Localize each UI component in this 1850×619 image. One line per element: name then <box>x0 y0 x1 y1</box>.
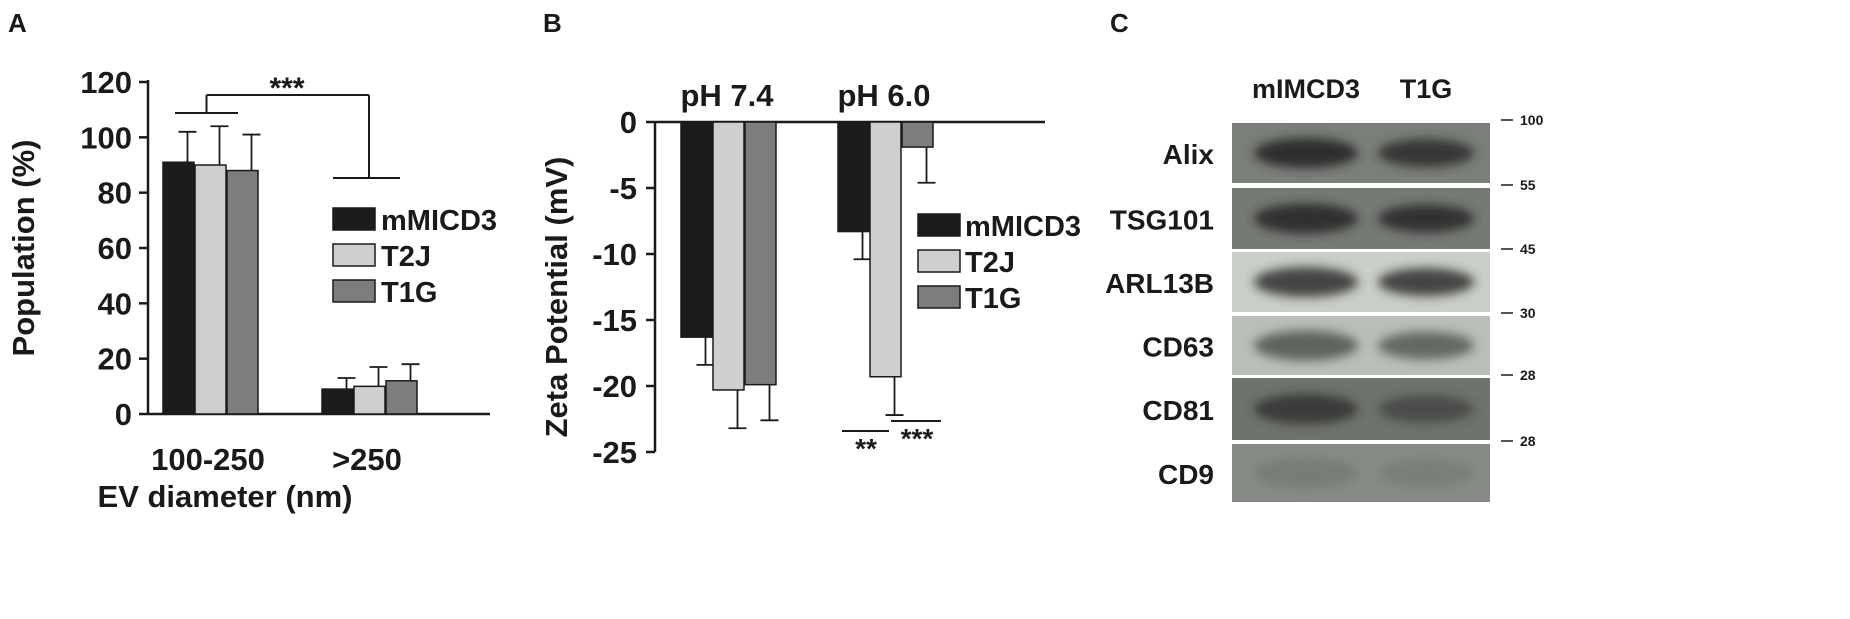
legend-label-t2j: T2J <box>965 247 1015 279</box>
row-label-cd81: CD81 <box>1142 395 1214 426</box>
band-cd63-mimcd3 <box>1254 330 1358 361</box>
bar-t2j-0 <box>712 121 745 391</box>
bar-t1g-1 <box>901 121 934 148</box>
x-tick-label-100-250: 100-250 <box>151 442 265 477</box>
panel-a-chart: 0 20 40 60 80 100 120 Population (%) 100-250 >250… <box>6 65 497 514</box>
y-tick-label: -5 <box>609 171 637 206</box>
band-cd9-mimcd3 <box>1254 458 1358 488</box>
y-tick-label: -15 <box>592 303 637 338</box>
panel-c-western-blot: mIMCD3 T1G Alix 100 TSG101 55 ARL13B 45 CD63 30 CD… <box>1105 74 1544 502</box>
panel-letter-b: B <box>543 8 562 38</box>
y-tick-label: 0 <box>115 397 132 432</box>
legend-swatch-t2j <box>917 249 961 273</box>
bar-t1g-0 <box>744 121 777 386</box>
significance-label: *** <box>269 72 304 105</box>
band-tsg101-t1g <box>1378 204 1474 233</box>
column-label-t1g: T1G <box>1400 74 1453 104</box>
band-cd81-t1g <box>1378 395 1474 423</box>
significance-label-2: *** <box>901 423 934 454</box>
bar-t2j-0 <box>194 164 227 415</box>
y-tick-label: 120 <box>80 65 132 100</box>
legend-label-mmicd3: mMICD3 <box>381 205 497 237</box>
marker-label: 45 <box>1520 241 1536 257</box>
row-label-tsg101: TSG101 <box>1110 205 1214 236</box>
y-tick-label: -25 <box>592 435 637 470</box>
y-tick-label: -10 <box>592 237 637 272</box>
panel-letter-a: A <box>8 8 27 38</box>
legend-swatch-t2j <box>332 243 376 267</box>
category-label-ph-6-0: pH 6.0 <box>837 78 930 113</box>
legend-label-t2j: T2J <box>381 241 431 273</box>
legend-label-t1g: T1G <box>965 283 1021 315</box>
bar-mmicd3-0 <box>680 121 713 338</box>
legend-swatch-t1g <box>917 285 961 309</box>
bar-t2j-1 <box>353 385 386 415</box>
y-tick-label: -20 <box>592 369 637 404</box>
marker-label: 100 <box>1520 112 1544 128</box>
row-label-arl13b: ARL13B <box>1105 268 1214 299</box>
x-axis-label: EV diameter (nm) <box>98 479 353 514</box>
legend-label-t1g: T1G <box>381 277 437 309</box>
column-label-mimcd3: mIMCD3 <box>1252 74 1360 104</box>
legend-swatch-mmicd3 <box>332 207 376 231</box>
row-label-cd63: CD63 <box>1142 332 1214 363</box>
band-arl13b-t1g <box>1378 268 1474 296</box>
panel-b-chart: 0 -5 -10 -15 -20 -25 Zeta Potential (mV) pH 7.4… <box>539 78 1081 470</box>
legend-swatch-t1g <box>332 279 376 303</box>
y-axis-label: Population (%) <box>6 140 41 357</box>
bar-t2j-1 <box>869 121 902 378</box>
row-label-alix: Alix <box>1163 139 1215 170</box>
category-label-ph-7-4: pH 7.4 <box>680 78 774 113</box>
y-tick-label: 40 <box>98 286 132 321</box>
band-arl13b-mimcd3 <box>1254 267 1358 297</box>
band-alix-t1g <box>1378 139 1474 167</box>
y-tick-label: 60 <box>98 231 132 266</box>
marker-label: 28 <box>1520 367 1536 383</box>
y-tick-label: 0 <box>620 105 637 140</box>
bar-t1g-1 <box>385 380 418 415</box>
marker-label: 28 <box>1520 433 1536 449</box>
y-tick-label: 100 <box>80 120 132 155</box>
significance-label-1: ** <box>855 433 877 464</box>
band-alix-mimcd3 <box>1254 138 1358 168</box>
bar-mmicd3-0 <box>162 161 195 415</box>
x-tick-label-250: >250 <box>332 442 402 477</box>
legend-label-mmicd3: mMICD3 <box>965 211 1081 243</box>
y-axis-label: Zeta Potential (mV) <box>539 157 574 438</box>
band-tsg101-mimcd3 <box>1254 203 1358 234</box>
marker-label: 55 <box>1520 177 1536 193</box>
y-tick-label: 20 <box>98 342 132 377</box>
marker-label: 30 <box>1520 305 1536 321</box>
band-cd81-mimcd3 <box>1254 394 1358 424</box>
bar-t1g-0 <box>226 169 259 415</box>
panel-letter-c: C <box>1110 8 1129 38</box>
legend-swatch-mmicd3 <box>917 213 961 237</box>
row-label-cd9: CD9 <box>1158 459 1214 490</box>
band-cd9-t1g <box>1378 459 1474 487</box>
bar-mmicd3-1 <box>837 121 870 233</box>
bar-mmicd3-1 <box>321 388 354 415</box>
band-cd63-t1g <box>1378 331 1474 360</box>
y-tick-label: 80 <box>98 176 132 211</box>
